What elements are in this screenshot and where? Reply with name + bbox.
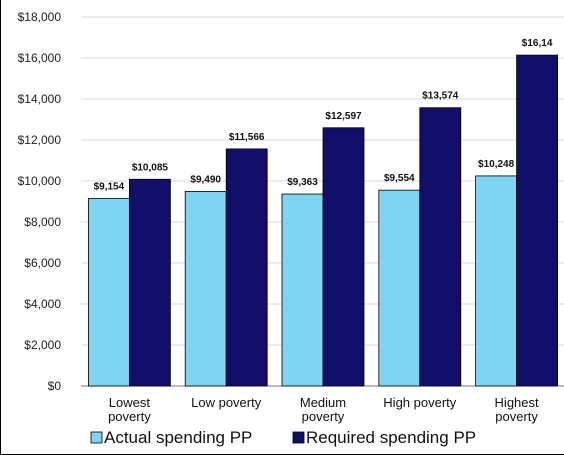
y-tick-label: $6,000	[24, 256, 61, 270]
x-tick-label-line: Lowest	[109, 395, 151, 410]
y-tick-label: $14,000	[18, 92, 62, 106]
data-label: $9,363	[287, 177, 318, 188]
bar-series-2	[516, 54, 558, 387]
x-tick-label: Highest poverty	[495, 395, 539, 424]
x-tick-label: Low poverty	[191, 395, 262, 410]
bar-series-2	[128, 178, 171, 387]
bar-series-1	[281, 193, 324, 387]
legend-label: Required spending PP	[306, 428, 476, 447]
x-tick-label: Medium poverty	[300, 395, 346, 424]
data-label: $9,554	[384, 173, 415, 184]
data-label: $9,490	[190, 174, 221, 185]
x-tick-label-line: poverty	[108, 409, 151, 424]
legend-label: Actual spending PP	[104, 428, 252, 447]
data-label: $12,597	[325, 111, 362, 122]
y-tick-label: $8,000	[24, 215, 61, 229]
legend-swatch	[90, 431, 103, 444]
bar-series-1	[378, 189, 421, 387]
bar-series-2	[225, 148, 268, 387]
x-tick-label-line: Highest	[495, 395, 539, 410]
data-label: $10,085	[132, 162, 169, 173]
data-label: $11,566	[229, 132, 265, 143]
y-tick-label: $16,000	[18, 51, 62, 65]
x-tick-label: High poverty	[383, 395, 456, 410]
x-tick-label-line: poverty	[495, 409, 538, 424]
y-tick-label: $0	[48, 379, 62, 393]
y-tick-label: $2,000	[24, 338, 61, 352]
data-label: $16,14	[522, 38, 553, 49]
y-tick-label: $10,000	[18, 174, 62, 188]
y-tick-label: $12,000	[18, 133, 62, 147]
bar-series-1	[475, 175, 518, 387]
y-tick-label: $4,000	[24, 297, 61, 311]
x-tick-label: Lowest poverty	[108, 395, 151, 424]
x-tick-label-line: High poverty	[383, 395, 456, 410]
x-tick-label-line: poverty	[302, 409, 345, 424]
bar-series-1	[88, 197, 130, 387]
x-tick-label-line: Medium	[300, 395, 346, 410]
x-tick-label-line: Low poverty	[191, 395, 262, 410]
bar-series-2	[322, 127, 365, 387]
legend-swatch	[292, 431, 305, 444]
data-label: $13,574	[422, 91, 459, 102]
bar-series-1	[184, 191, 227, 387]
y-tick-label: $18,000	[18, 10, 62, 24]
bar-series-2	[419, 107, 462, 387]
data-label: $9,154	[94, 181, 125, 192]
data-label: $10,248	[478, 159, 515, 170]
